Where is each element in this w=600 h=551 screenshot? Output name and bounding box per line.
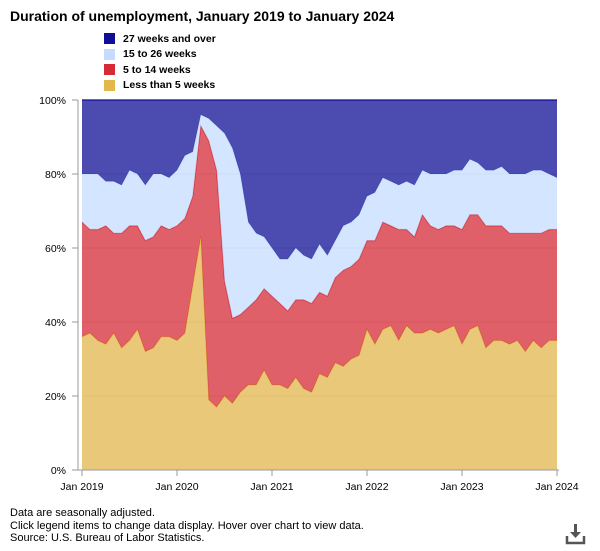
legend-item-less-than-5-weeks[interactable]: Less than 5 weeks bbox=[104, 78, 216, 94]
x-tick-label: Jan 2023 bbox=[440, 481, 483, 493]
y-tick-label: 80% bbox=[45, 169, 66, 181]
x-tick-label: Jan 2024 bbox=[535, 481, 578, 493]
area-15-to-26-weeks bbox=[82, 114, 557, 319]
y-tick-label: 40% bbox=[45, 317, 66, 329]
legend-swatch bbox=[104, 64, 115, 76]
x-tick-label: Jan 2019 bbox=[60, 481, 103, 493]
footnote-seasonal: Data are seasonally adjusted. bbox=[10, 507, 155, 519]
x-tick-label: Jan 2022 bbox=[345, 481, 388, 493]
legend-item-27-weeks-and-over[interactable]: 27 weeks and over bbox=[104, 31, 216, 47]
area-27-weeks-and-over bbox=[82, 100, 557, 260]
footnote-source: Source: U.S. Bureau of Labor Statistics. bbox=[10, 532, 205, 544]
legend-swatch bbox=[104, 48, 115, 60]
legend-label: 27 weeks and over bbox=[123, 32, 216, 45]
x-tick-label: Jan 2021 bbox=[250, 481, 293, 493]
footnote-instructions: Click legend items to change data displa… bbox=[10, 519, 364, 532]
stacked-area-chart[interactable]: 0% 20% 40% 60% 80% 100% Jan 2019 Jan 2020 Jan 20… bbox=[0, 0, 600, 500]
legend-item-5-to-14-weeks[interactable]: 5 to 14 weeks bbox=[104, 62, 216, 78]
legend-label: Less than 5 weeks bbox=[123, 79, 216, 92]
area-5-to-14-weeks bbox=[82, 125, 557, 408]
legend-swatch bbox=[104, 33, 115, 45]
area-less-than-5-weeks bbox=[82, 236, 557, 470]
download-icon[interactable] bbox=[565, 522, 587, 546]
legend-swatch bbox=[104, 79, 115, 91]
y-tick-label: 20% bbox=[45, 391, 66, 403]
chart-title: Duration of unemployment, January 2019 t… bbox=[10, 8, 395, 24]
y-tick-label: 0% bbox=[51, 465, 66, 477]
footnotes: Data are seasonally adjusted. Click lege… bbox=[10, 507, 364, 545]
legend-item-15-to-26-weeks[interactable]: 15 to 26 weeks bbox=[104, 47, 216, 63]
legend: 27 weeks and over 15 to 26 weeks 5 to 14… bbox=[104, 31, 216, 93]
legend-label: 15 to 26 weeks bbox=[123, 48, 197, 61]
x-tick-label: Jan 2020 bbox=[155, 481, 198, 493]
y-tick-label: 100% bbox=[39, 95, 66, 107]
legend-label: 5 to 14 weeks bbox=[123, 63, 191, 76]
y-tick-label: 60% bbox=[45, 243, 66, 255]
